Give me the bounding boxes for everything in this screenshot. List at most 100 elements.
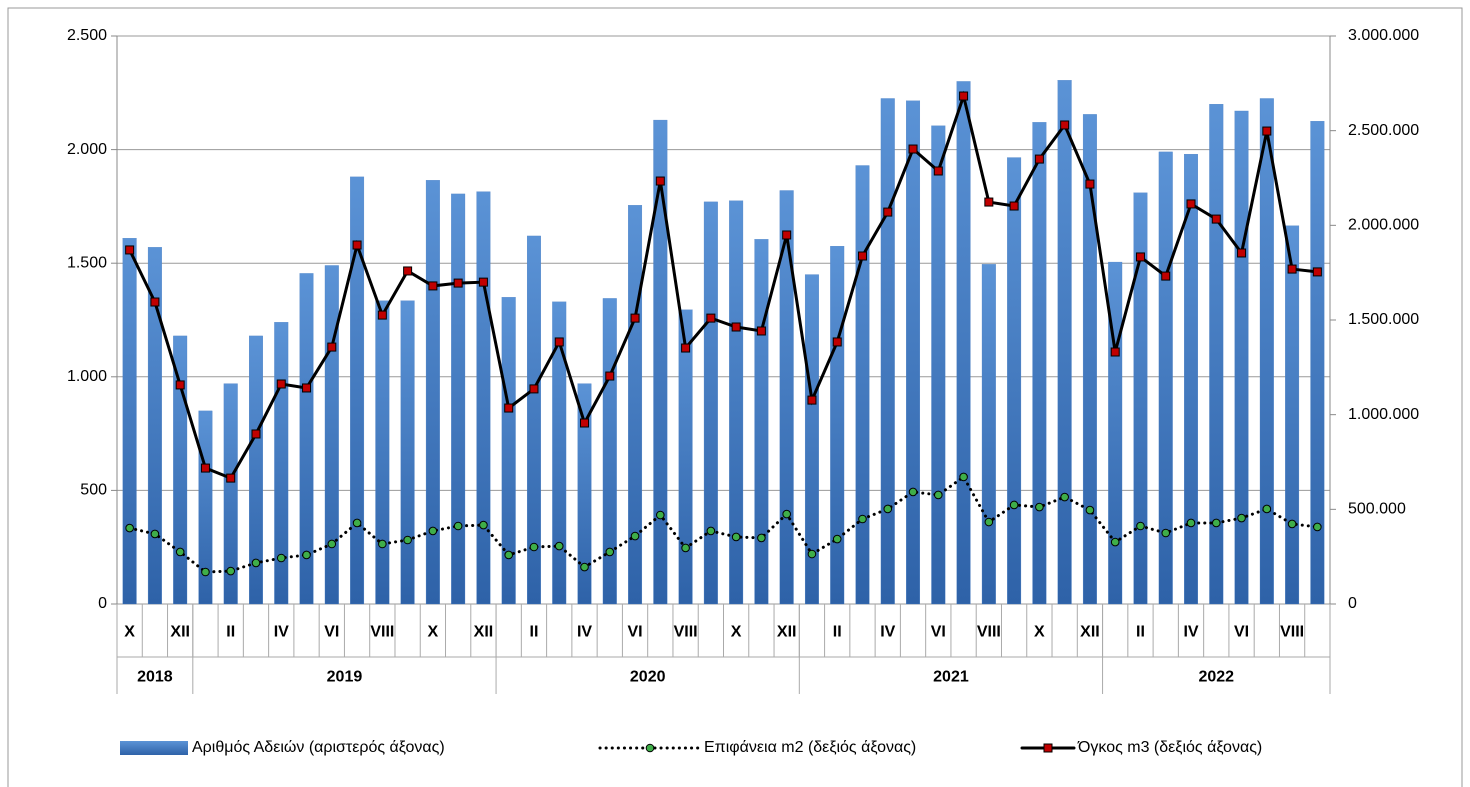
bar [249,335,263,605]
marker [175,380,185,390]
x-tick-label: XII [777,624,797,641]
marker [276,553,286,563]
x-tick-label: VIII [674,624,698,641]
marker [1135,252,1145,262]
y2-tick-label: 2.000.000 [1348,217,1419,234]
marker [302,383,312,393]
bar [1133,192,1148,605]
y2-tick-label: 0 [1348,595,1357,612]
marker [883,504,893,514]
marker [1161,271,1171,281]
legend-label: Αριθμός Αδειών (αριστερός άξονας) [192,739,445,756]
bar [830,246,845,605]
y-tick-label: 500 [80,482,107,499]
marker [251,558,261,568]
marker [1110,537,1120,547]
bar [1259,98,1274,605]
bar [804,274,819,605]
marker [605,371,615,381]
marker [1262,504,1272,514]
y2-tick-label: 2.500.000 [1348,122,1419,139]
bar [1285,225,1300,605]
marker [580,562,589,572]
bar [1007,157,1022,605]
y2-tick-label: 500.000 [1348,501,1406,518]
marker [529,384,539,394]
bar [653,119,668,605]
marker [428,281,438,291]
marker [1237,248,1247,258]
x-tick-label: XII [1080,624,1100,641]
marker [226,473,236,483]
x-tick-label: IV [1183,624,1198,641]
marker [807,395,817,405]
marker [377,310,387,320]
marker [883,207,893,217]
marker [1313,522,1322,532]
bar [1310,121,1325,605]
y-tick-label: 1.000 [67,368,107,385]
y-tick-label: 0 [98,595,107,612]
x-tick-label: X [1034,624,1045,641]
marker [655,176,665,186]
bar [324,265,339,605]
marker [453,521,463,531]
marker [504,403,514,413]
marker [1287,519,1297,529]
bar [122,238,137,605]
bar [931,125,946,605]
x-tick-label: VIII [977,624,1001,641]
marker [908,487,918,497]
x-tick-label: VIII [370,624,394,641]
marker [1287,264,1297,274]
y2-tick-label: 1.000.000 [1348,406,1419,423]
bar [678,309,693,605]
marker [1060,492,1069,502]
marker [403,535,412,545]
x-tick-label: VI [324,624,339,641]
marker [327,539,337,549]
marker [1009,201,1019,211]
marker [504,550,513,560]
bar [703,201,718,605]
bar [956,81,971,605]
marker [1237,513,1246,523]
marker [226,566,236,576]
bar [880,98,895,605]
marker [832,534,842,544]
marker [352,518,362,528]
x-tick-label: VIII [1280,624,1304,641]
y-tick-label: 1.500 [67,254,107,271]
marker [731,322,741,332]
year-label: 2019 [327,669,363,686]
x-tick-label: XII [474,624,494,641]
marker [251,429,261,439]
marker [782,230,792,240]
bar [425,180,440,605]
marker [681,543,690,553]
marker [706,313,716,323]
x-tick-label: II [1136,624,1145,641]
marker [1186,518,1196,528]
bar [1234,110,1249,605]
marker [200,463,210,473]
year-label: 2020 [630,669,666,686]
bar [1209,104,1224,605]
bar [147,247,162,605]
bar [628,205,643,605]
marker [1312,267,1322,277]
marker [681,343,691,353]
bar [476,191,491,605]
year-label: 2021 [933,669,969,686]
x-tick-label: X [428,624,439,641]
y2-tick-label: 3.000.000 [1348,27,1419,44]
marker [959,91,969,101]
marker [327,342,337,352]
marker [403,266,413,276]
marker [580,418,590,428]
bar [855,165,870,605]
y-tick-label: 2.500 [67,27,107,44]
marker [302,550,311,560]
bar [451,193,466,605]
y2-tick-label: 1.500.000 [1348,311,1419,328]
